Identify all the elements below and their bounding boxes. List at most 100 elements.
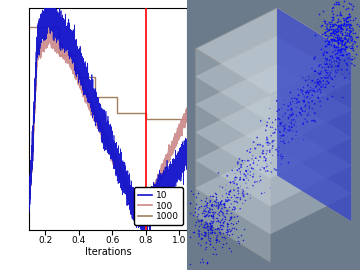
Point xyxy=(279,120,285,125)
Point xyxy=(341,23,346,27)
Point xyxy=(267,186,273,190)
Point xyxy=(288,114,294,118)
Point xyxy=(204,225,210,229)
Point xyxy=(251,172,257,176)
Point xyxy=(234,213,240,218)
Point xyxy=(232,215,238,219)
Point xyxy=(349,37,355,42)
Point xyxy=(282,97,288,102)
Point xyxy=(320,17,325,21)
Point xyxy=(345,22,351,26)
Point xyxy=(334,35,340,40)
Point xyxy=(210,210,216,215)
Point xyxy=(339,33,345,37)
Point xyxy=(237,177,243,182)
Point xyxy=(278,133,283,138)
Point xyxy=(307,104,312,108)
Point xyxy=(279,152,284,156)
Point xyxy=(259,191,265,196)
Point xyxy=(246,159,252,163)
Point xyxy=(327,24,333,29)
Point xyxy=(272,139,278,143)
Point xyxy=(315,88,320,92)
Point xyxy=(320,95,326,100)
Point xyxy=(324,26,329,30)
Point xyxy=(329,31,334,35)
Point xyxy=(325,41,330,46)
Point xyxy=(332,38,338,42)
Point xyxy=(324,50,329,54)
Point xyxy=(215,212,221,216)
Point xyxy=(281,129,287,133)
Point xyxy=(333,0,339,4)
Point xyxy=(206,223,211,228)
Point xyxy=(220,221,226,225)
Point xyxy=(303,79,309,83)
Point xyxy=(220,235,225,239)
Point xyxy=(278,162,284,166)
Point xyxy=(207,231,213,235)
Point xyxy=(218,202,224,207)
Polygon shape xyxy=(277,8,351,221)
Point xyxy=(342,42,348,46)
Point xyxy=(204,221,210,225)
Point xyxy=(278,123,283,127)
Point xyxy=(328,75,334,80)
Point xyxy=(343,61,349,65)
Point xyxy=(320,83,326,87)
Point xyxy=(198,219,204,224)
Point xyxy=(343,43,349,48)
Point xyxy=(336,37,342,42)
Point xyxy=(342,48,348,52)
Point xyxy=(216,229,222,233)
Point xyxy=(190,192,196,196)
Point xyxy=(302,104,308,108)
Point xyxy=(211,199,217,203)
Point xyxy=(334,50,340,55)
Point xyxy=(346,31,352,35)
Point xyxy=(270,141,275,145)
Point xyxy=(221,235,227,239)
Point xyxy=(341,0,347,4)
Point xyxy=(324,26,329,31)
Point xyxy=(331,37,337,42)
Point xyxy=(325,40,331,44)
Point xyxy=(337,50,343,54)
Point xyxy=(346,71,352,75)
Point xyxy=(264,162,270,166)
Point xyxy=(337,38,343,42)
Point xyxy=(343,22,348,26)
Point xyxy=(229,207,235,211)
Point xyxy=(200,224,206,229)
Point xyxy=(316,11,322,16)
Point xyxy=(309,79,315,83)
Point xyxy=(312,111,318,115)
Point xyxy=(352,40,358,45)
Point xyxy=(228,216,234,221)
Polygon shape xyxy=(196,49,270,262)
Point xyxy=(333,31,338,35)
Point xyxy=(335,68,341,72)
Point xyxy=(235,189,241,193)
Point xyxy=(307,96,313,101)
Point xyxy=(312,102,318,106)
Point xyxy=(201,225,207,229)
Point xyxy=(336,35,342,39)
Point xyxy=(330,5,336,9)
Point xyxy=(198,217,204,222)
Point xyxy=(318,80,324,84)
Point xyxy=(223,190,229,195)
Point xyxy=(218,208,224,212)
Point xyxy=(326,19,332,24)
Point xyxy=(292,101,298,106)
Point xyxy=(305,89,310,93)
Point xyxy=(324,70,330,74)
Point xyxy=(330,23,336,27)
Point xyxy=(226,205,231,209)
Point xyxy=(318,47,324,51)
Point xyxy=(251,140,257,144)
Point xyxy=(234,176,239,180)
Point xyxy=(211,216,216,221)
Point xyxy=(345,56,351,60)
Point xyxy=(351,39,357,43)
